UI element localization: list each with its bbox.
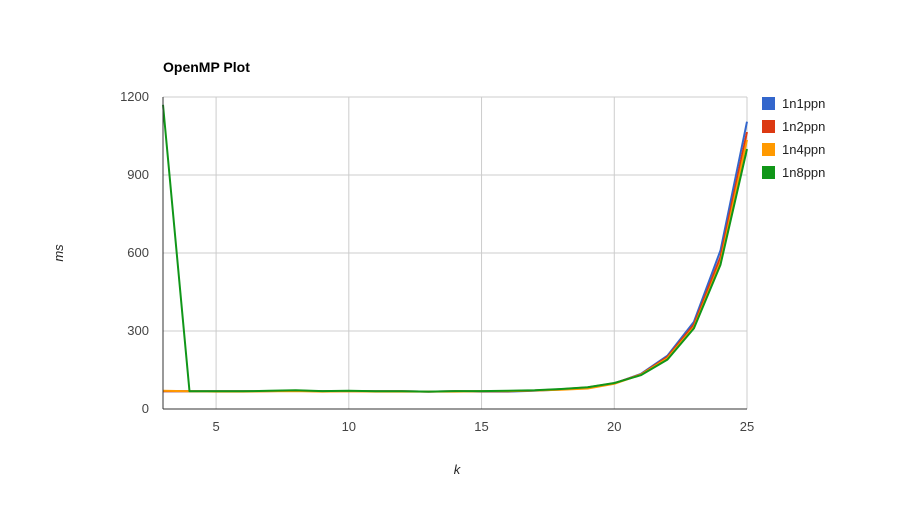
legend-label: 1n1ppn — [782, 96, 825, 111]
x-axis-label: k — [454, 462, 462, 477]
y-tick-label: 300 — [127, 323, 149, 338]
x-tick-label: 15 — [474, 419, 488, 434]
y-tick-label: 0 — [142, 401, 149, 416]
y-tick-label: 600 — [127, 245, 149, 260]
legend-label: 1n8ppn — [782, 165, 825, 180]
legend-swatch — [762, 143, 775, 156]
gridlines — [163, 96, 748, 409]
series-line-1n1ppn — [163, 121, 748, 393]
legend-label: 1n4ppn — [782, 142, 825, 157]
y-axis-label: ms — [51, 244, 66, 262]
tick-labels: 0 300 600 900 1200 5 10 15 20 25 — [120, 89, 754, 434]
y-tick-label: 1200 — [120, 89, 149, 104]
series-lines — [162, 104, 748, 393]
x-tick-label: 20 — [607, 419, 621, 434]
legend-swatch — [762, 120, 775, 133]
axes — [162, 97, 747, 410]
y-tick-label: 900 — [127, 167, 149, 182]
legend-label: 1n2ppn — [782, 119, 825, 134]
legend: 1n1ppn 1n2ppn 1n4ppn 1n8ppn — [762, 96, 825, 180]
legend-swatch — [762, 166, 775, 179]
x-tick-label: 25 — [740, 419, 754, 434]
legend-swatch — [762, 97, 775, 110]
chart-title: OpenMP Plot — [163, 59, 250, 75]
series-line-1n4ppn — [162, 139, 748, 393]
series-line-1n2ppn — [163, 131, 748, 393]
x-tick-label: 5 — [212, 419, 219, 434]
x-tick-label: 10 — [342, 419, 356, 434]
series-line-1n8ppn — [162, 104, 748, 393]
